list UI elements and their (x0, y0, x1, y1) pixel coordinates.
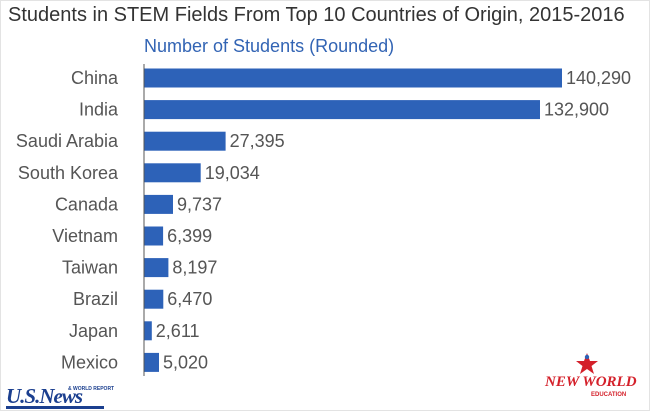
bar-china (144, 68, 562, 88)
category-label: Taiwan (62, 258, 118, 278)
bar-south-korea (144, 163, 201, 183)
category-label: South Korea (18, 163, 119, 183)
category-label: China (71, 68, 119, 88)
usnews-logo-underline (6, 406, 104, 409)
value-label: 132,900 (544, 100, 609, 120)
new-world-education-logo-text: NEW WORLD (545, 374, 637, 390)
category-label: Saudi Arabia (16, 131, 119, 151)
value-label: 5,020 (163, 352, 208, 372)
new-world-education-logo-subtext: EDUCATION (591, 392, 627, 398)
usnews-logo-subtext: & WORLD REPORT (68, 386, 115, 392)
star-icon (576, 353, 598, 374)
value-label: 8,197 (172, 258, 217, 278)
bar-brazil (144, 289, 164, 309)
usnews-logo-text: U.S.News (6, 384, 83, 408)
new-world-education-logo: NEW WORLD EDUCATION (545, 352, 645, 402)
bar-india (144, 100, 540, 120)
bar-canada (144, 194, 173, 214)
value-label: 2,611 (156, 321, 200, 341)
category-label: India (79, 100, 119, 120)
value-label: 6,470 (167, 289, 212, 309)
usnews-logo: U.S.News & WORLD REPORT (6, 384, 114, 410)
bar-japan (144, 321, 152, 341)
value-label: 19,034 (205, 163, 260, 183)
bars-group: China 140,290 India 132,900 Saudi Arabia 27,3… (16, 68, 631, 372)
category-label: Vietnam (52, 226, 118, 246)
value-label: 6,399 (167, 226, 212, 246)
category-label: Mexico (61, 352, 118, 372)
category-label: Brazil (73, 289, 118, 309)
value-label: 27,395 (230, 131, 285, 151)
bar-mexico (144, 352, 159, 372)
value-label: 140,290 (566, 68, 631, 88)
value-label: 9,737 (177, 194, 222, 214)
category-label: Japan (69, 321, 118, 341)
chart-title: Students in STEM Fields From Top 10 Coun… (8, 4, 625, 26)
bar-vietnam (144, 226, 164, 246)
category-label: Canada (55, 194, 119, 214)
chart-subtitle: Number of Students (Rounded) (144, 36, 395, 56)
bar-saudi-arabia (144, 131, 226, 151)
bar-taiwan (144, 258, 169, 278)
